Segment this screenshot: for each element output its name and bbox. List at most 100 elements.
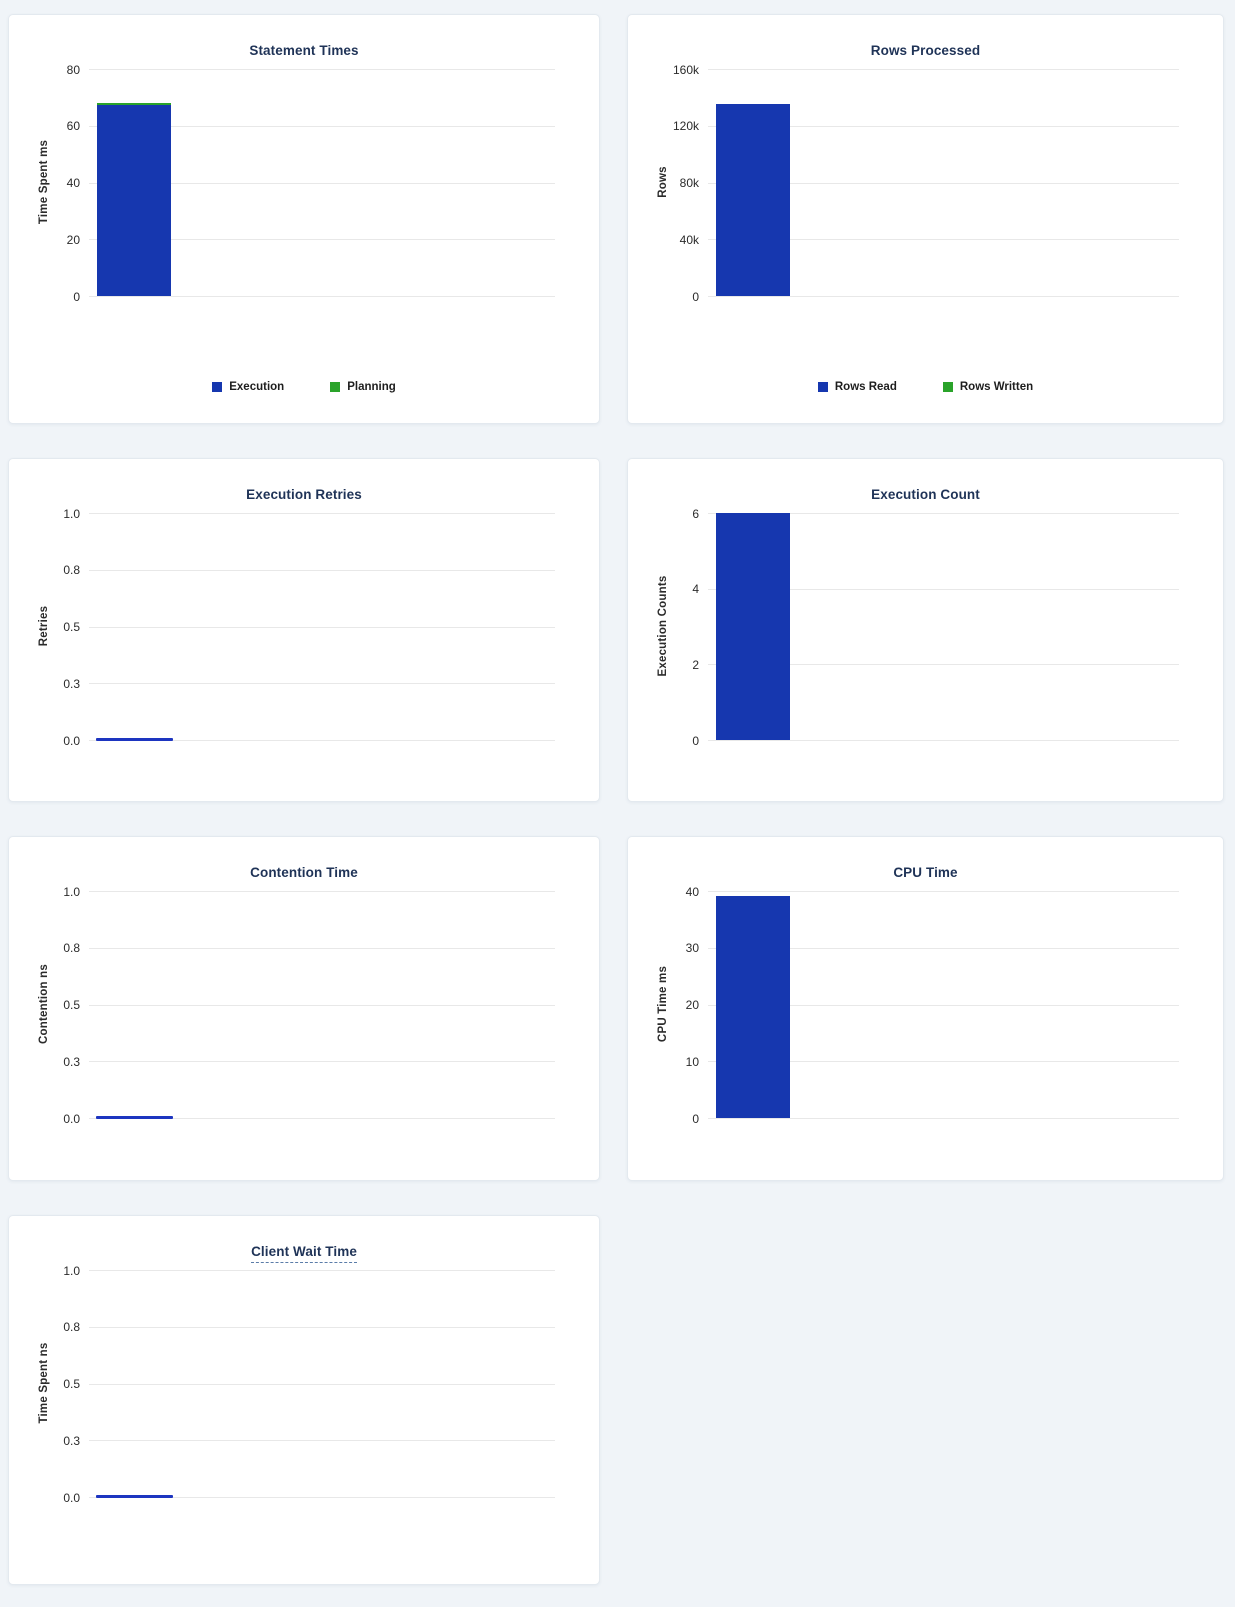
zero-value-bar[interactable] xyxy=(96,738,173,741)
gridline: 0.5 xyxy=(63,998,555,1012)
y-tick-label: 0.8 xyxy=(63,1320,80,1335)
legend-swatch xyxy=(942,382,953,392)
chart-title-row: Contention Time xyxy=(17,864,591,881)
y-tick-label: 0 xyxy=(692,1111,699,1126)
y-tick-label: 0 xyxy=(692,289,699,304)
y-tick-label: 0.8 xyxy=(63,563,80,578)
legend-item-execution[interactable]: Execution xyxy=(212,381,284,393)
bar-segment-execution-count[interactable] xyxy=(716,513,790,740)
plot-area: 0.0 0.3 0.5 0.8 1.0 xyxy=(63,885,555,1126)
y-tick-label: 0.3 xyxy=(63,1054,80,1069)
gridline: 30 xyxy=(686,941,1179,955)
gridline: 0 xyxy=(73,290,555,304)
y-tick-label: 10 xyxy=(685,1054,699,1069)
y-tick-label: 0.0 xyxy=(63,1111,80,1126)
y-tick-label: 4 xyxy=(692,582,699,597)
y-axis-label: Rows xyxy=(657,166,669,198)
plot-area: 0.0 0.3 0.5 0.8 1.0 xyxy=(63,1264,555,1505)
chart-card-statement-times: Statement Times Time Spent ms 0 20 40 60 80 … xyxy=(8,14,600,424)
y-tick-label: 0.8 xyxy=(63,941,80,956)
y-tick-label: 0.3 xyxy=(63,1433,80,1448)
gridline: 40k xyxy=(680,233,1179,247)
legend-item-rows-read[interactable]: Rows Read xyxy=(817,381,897,393)
gridline: 2 xyxy=(692,658,1179,672)
y-tick-label: 0 xyxy=(73,289,80,304)
bar-segment-cpu-time[interactable] xyxy=(716,895,790,1118)
gridline: 80 xyxy=(67,63,555,77)
gridline: 4 xyxy=(692,582,1179,596)
y-axis-label: Retries xyxy=(38,605,50,647)
legend-label: Rows Read xyxy=(834,381,897,393)
y-tick-label: 120k xyxy=(672,119,699,134)
gridline: 0.0 xyxy=(63,1491,555,1505)
chart-title: CPU Time xyxy=(893,865,958,880)
y-tick-label: 1.0 xyxy=(63,506,80,521)
gridline: 20 xyxy=(686,998,1179,1012)
y-tick-label: 40 xyxy=(66,176,80,190)
chart-title: Contention Time xyxy=(250,865,358,880)
bar-segment-rows-read[interactable] xyxy=(716,104,790,296)
chart-title[interactable]: Client Wait Time xyxy=(251,1244,357,1263)
zero-value-bar[interactable] xyxy=(96,1116,173,1119)
bar[interactable] xyxy=(716,104,790,296)
chart-card-contention-time: Contention Time Contention ns 0.0 0.3 0.5 0… xyxy=(8,836,600,1181)
chart-title-row: Client Wait Time xyxy=(17,1243,591,1263)
chart-title: Execution Retries xyxy=(246,487,362,502)
y-tick-label: 20 xyxy=(66,232,80,247)
gridline: 0.5 xyxy=(63,1377,555,1391)
legend-label: Rows Written xyxy=(959,381,1034,393)
y-tick-label: 80k xyxy=(679,176,699,190)
gridline: 6 xyxy=(692,507,1179,521)
y-tick-label: 0.5 xyxy=(63,620,80,634)
legend-item-planning[interactable]: Planning xyxy=(330,381,396,393)
gridline: 160k xyxy=(673,63,1179,77)
gridline: 0.8 xyxy=(63,1320,555,1334)
y-tick-label: 20 xyxy=(685,998,699,1012)
gridline: 1.0 xyxy=(63,885,555,899)
plot-area: 0 10 20 30 40 xyxy=(686,885,1179,1126)
bar[interactable] xyxy=(716,895,790,1118)
gridline: 40 xyxy=(686,885,1179,899)
y-tick-label: 60 xyxy=(66,119,80,134)
gridline: 40 xyxy=(67,176,555,190)
chart-title: Statement Times xyxy=(249,43,359,58)
zero-value-bar[interactable] xyxy=(96,1495,173,1498)
y-tick-label: 6 xyxy=(692,506,699,521)
gridline: 20 xyxy=(67,233,555,247)
y-axis-label: Time Spent ms xyxy=(38,139,50,225)
y-axis-label: Time Spent ns xyxy=(38,1342,50,1424)
y-axis-label: CPU Time ms xyxy=(657,965,669,1043)
legend-label: Execution xyxy=(229,381,285,393)
gridline: 0.0 xyxy=(63,1112,555,1126)
legend-item-rows-written[interactable]: Rows Written xyxy=(942,381,1034,393)
y-tick-label: 0.0 xyxy=(63,1490,80,1505)
chart-title-row: Execution Count xyxy=(636,486,1215,503)
gridline: 1.0 xyxy=(63,1264,555,1278)
y-tick-label: 80 xyxy=(66,62,80,77)
gridline: 0.3 xyxy=(63,1055,555,1069)
legend-swatch xyxy=(817,382,828,392)
y-tick-label: 0.5 xyxy=(63,1377,80,1391)
plot-area: 0.0 0.3 0.5 0.8 1.0 xyxy=(63,507,555,748)
y-tick-label: 160k xyxy=(672,62,699,77)
gridline: 80k xyxy=(680,176,1179,190)
legend-label: Planning xyxy=(347,381,396,393)
chart-card-client-wait-time: Client Wait Time Time Spent ns 0.0 0.3 0.5… xyxy=(8,1215,600,1585)
y-tick-label: 40k xyxy=(679,232,699,247)
gridline: 0.5 xyxy=(63,620,555,634)
bar[interactable] xyxy=(716,513,790,740)
gridline: 10 xyxy=(686,1055,1179,1069)
chart-title: Execution Count xyxy=(871,487,980,502)
gridline: 1.0 xyxy=(63,507,555,521)
y-tick-label: 0.3 xyxy=(63,676,80,691)
y-tick-label: 1.0 xyxy=(63,1263,80,1278)
gridline: 0.8 xyxy=(63,563,555,577)
gridline: 0 xyxy=(692,734,1179,748)
legend: Execution Planning xyxy=(9,381,599,393)
bar[interactable] xyxy=(97,103,171,296)
chart-title-row: CPU Time xyxy=(636,864,1215,881)
bar-segment-planning[interactable] xyxy=(97,103,171,105)
gridline: 120k xyxy=(673,119,1179,133)
plot-area: 0 2 4 6 xyxy=(692,507,1179,748)
bar-segment-execution[interactable] xyxy=(97,104,171,296)
